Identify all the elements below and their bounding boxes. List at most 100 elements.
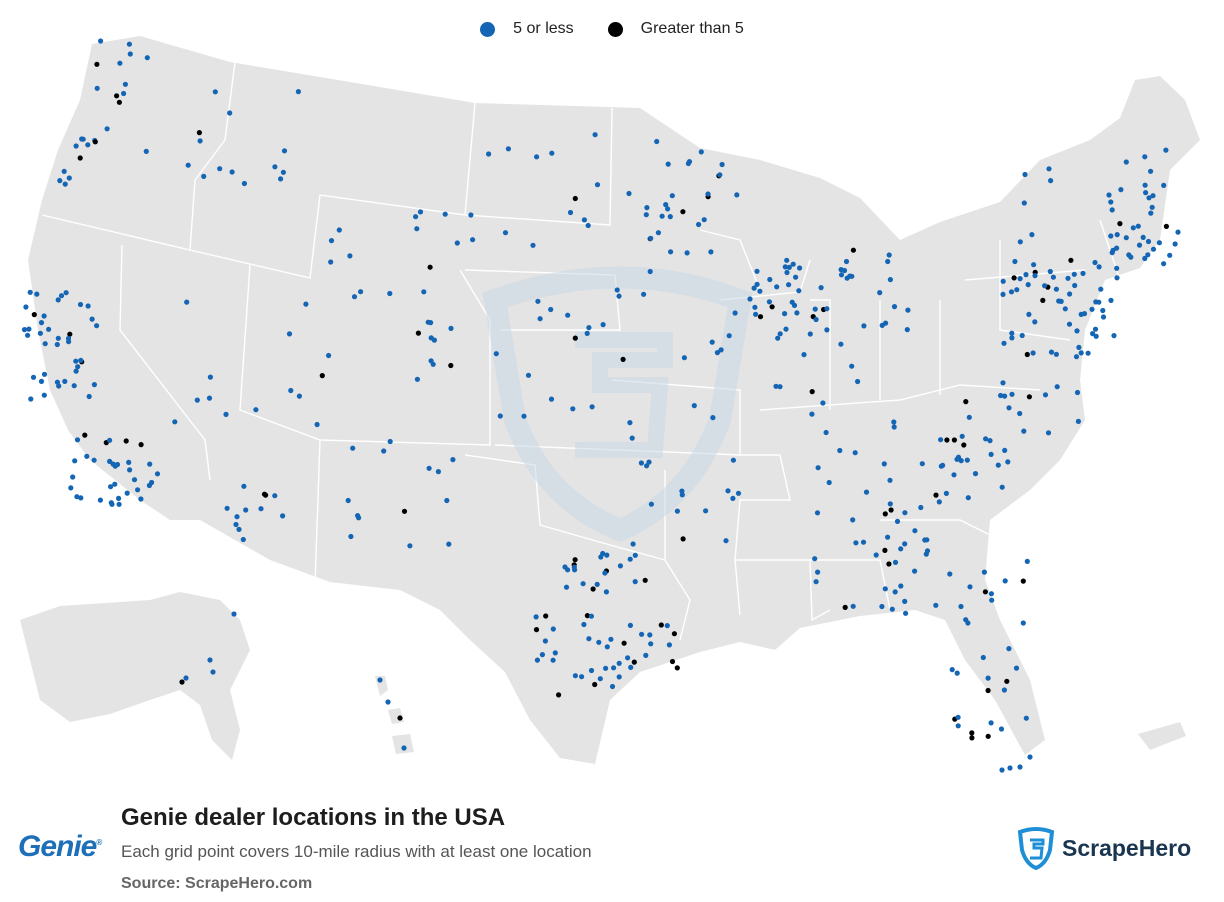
- dealer-point-low: [124, 490, 130, 496]
- dealer-point-low: [548, 306, 554, 313]
- dealer-point-low: [717, 172, 723, 178]
- dealer-point-low: [351, 294, 358, 300]
- dealer-point-low: [955, 714, 961, 720]
- dealer-point-low: [1106, 192, 1112, 198]
- dealer-point-low: [34, 291, 40, 297]
- dealer-point-high: [77, 155, 83, 161]
- dealer-point-low: [70, 474, 76, 480]
- dealer-point-high: [556, 692, 562, 698]
- dealer-point-low: [1062, 306, 1068, 312]
- dealer-point-low: [55, 297, 61, 303]
- dealer-point-low: [644, 463, 650, 469]
- dealer-point-low: [572, 673, 579, 679]
- dealer-point-low: [843, 258, 850, 265]
- dealer-point-low: [62, 181, 68, 187]
- dealer-point-low: [796, 288, 802, 294]
- dealer-point-low: [533, 614, 539, 620]
- dealer-point-low: [146, 482, 152, 489]
- map-source: Source: ScrapeHero.com: [121, 875, 313, 892]
- dealer-point-low: [86, 393, 92, 400]
- dealer-point-low: [586, 636, 592, 642]
- dealer-point-low: [1002, 447, 1008, 453]
- usa-map: [20, 36, 1200, 773]
- dealer-point-high: [319, 373, 325, 379]
- dealer-point-low: [336, 227, 342, 233]
- dealer-point-low: [879, 322, 885, 328]
- dealer-point-low: [468, 212, 474, 218]
- dealer-point-low: [627, 556, 633, 562]
- dealer-point-high: [963, 399, 969, 405]
- dealer-point-low: [84, 453, 90, 459]
- dealer-point-low: [824, 327, 830, 333]
- dealer-point-high: [179, 679, 185, 685]
- dealer-point-low: [525, 372, 532, 378]
- dealer-point-low: [212, 89, 218, 95]
- dealer-point-low: [1001, 340, 1007, 346]
- dealer-point-low: [1053, 351, 1059, 357]
- dealer-point-low: [121, 90, 127, 97]
- dealer-point-low: [534, 154, 540, 160]
- dealer-point-low: [326, 352, 332, 359]
- dealer-point-low: [127, 51, 133, 57]
- dealer-point-low: [71, 383, 77, 389]
- dealer-point-low: [1066, 321, 1073, 327]
- dealer-point-low: [1006, 646, 1012, 652]
- dealer-point-low: [1013, 665, 1020, 671]
- dealer-point-low: [616, 293, 622, 299]
- dealer-point-low: [1078, 311, 1084, 317]
- dealer-point-low: [784, 269, 790, 276]
- dealer-point-low: [1021, 200, 1027, 206]
- dealer-point-low: [710, 415, 716, 421]
- dealer-point-low: [26, 326, 32, 332]
- dealer-point-low: [210, 669, 216, 675]
- dealer-point-low: [521, 413, 527, 419]
- dealer-point-low: [814, 510, 821, 516]
- dealer-point-low: [747, 296, 753, 302]
- dealer-point-low: [641, 291, 647, 297]
- dealer-point-low: [964, 457, 970, 463]
- dealer-point-low: [668, 249, 674, 255]
- dealer-point-low: [1047, 268, 1053, 275]
- dealer-point-low: [206, 395, 213, 401]
- dealer-point-low: [891, 424, 897, 430]
- dealer-point-low: [654, 138, 660, 145]
- dealer-point-low: [963, 617, 969, 623]
- dealer-point-low: [550, 657, 556, 663]
- dealer-point-low: [625, 655, 631, 661]
- dealer-point-high: [114, 93, 120, 99]
- dealer-point-low: [603, 589, 610, 595]
- dealer-point-low: [91, 382, 97, 388]
- dealer-point-low: [630, 541, 636, 547]
- puerto-rico-land: [1138, 722, 1186, 750]
- dealer-point-low: [1071, 271, 1077, 277]
- dealer-point-low: [1005, 459, 1011, 465]
- dealer-point-low: [861, 323, 867, 329]
- dealer-point-low: [426, 465, 432, 471]
- dealer-point-low: [924, 548, 931, 554]
- dealer-point-low: [493, 351, 499, 357]
- dealer-point-low: [147, 461, 153, 467]
- dealer-point-low: [988, 720, 994, 726]
- dealer-point-low: [72, 458, 78, 464]
- dealer-point-high: [961, 442, 967, 448]
- dealer-point-low: [486, 151, 492, 157]
- dealer-point-low: [94, 323, 100, 329]
- dealer-point-low: [183, 675, 189, 681]
- dealer-point-low: [955, 723, 961, 729]
- dealer-point-low: [231, 611, 237, 617]
- dealer-point-low: [1054, 384, 1060, 390]
- dealer-point-low: [448, 325, 454, 331]
- dealer-point-low: [1130, 225, 1136, 231]
- dealer-point-low: [41, 371, 48, 377]
- dealer-point-low: [1145, 238, 1152, 245]
- dealer-point-low: [588, 613, 595, 619]
- dealer-point-low: [725, 488, 731, 494]
- dealer-point-low: [659, 213, 665, 219]
- dealer-point-low: [537, 316, 543, 322]
- dealer-point-low: [347, 253, 353, 259]
- dealer-point-low: [629, 435, 635, 441]
- dealer-point-low: [586, 325, 592, 331]
- dealer-point-low: [988, 451, 994, 457]
- dealer-point-low: [288, 387, 294, 394]
- dealer-point-low: [1065, 275, 1071, 281]
